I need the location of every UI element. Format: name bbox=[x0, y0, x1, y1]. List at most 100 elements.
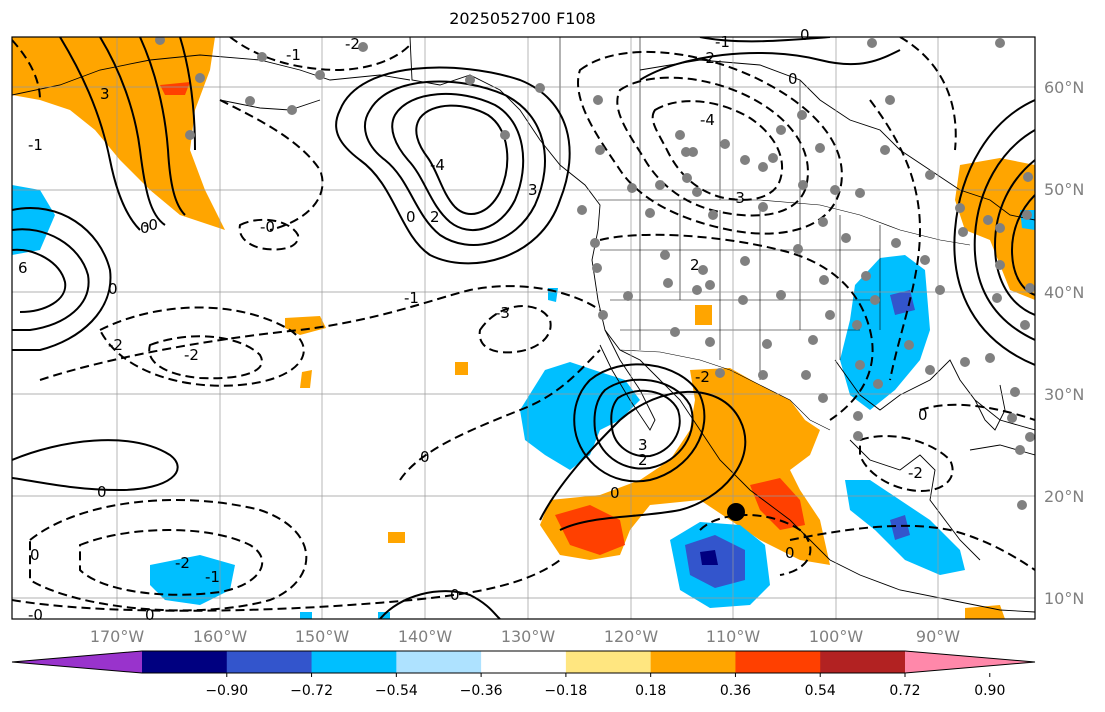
lon-label-140w: 140°W bbox=[398, 627, 453, 646]
latitude-labels: 60°N 50°N 40°N 30°N 20°N 10°N bbox=[1044, 78, 1084, 608]
contour-west-high-2 bbox=[12, 228, 90, 331]
contour-label: -0 bbox=[260, 218, 275, 236]
contour-label: -4 bbox=[430, 156, 445, 174]
coast-alaska bbox=[12, 54, 411, 96]
station-markers bbox=[155, 37, 1035, 510]
contour-label: -2 bbox=[695, 368, 710, 386]
contour-west-high-3 bbox=[12, 248, 67, 313]
contour-label: 0 bbox=[406, 208, 416, 226]
colorbar-bin bbox=[650, 651, 736, 673]
contour-label: -0 bbox=[143, 216, 158, 234]
shade-texas-small bbox=[695, 305, 712, 325]
contour-label: 2 bbox=[430, 208, 440, 226]
lat-label-40: 40°N bbox=[1044, 283, 1084, 302]
contour-north-2 bbox=[699, 37, 831, 43]
contour-east-4 bbox=[1010, 194, 1035, 296]
contour-dash-14 bbox=[599, 233, 874, 421]
colorbar-bin bbox=[396, 651, 482, 673]
shade-alaska-strong bbox=[160, 82, 190, 95]
lon-label-100w: 100°W bbox=[809, 627, 864, 646]
shade-camerica-mid bbox=[890, 515, 910, 540]
colorbar-tick-label: −0.36 bbox=[460, 683, 503, 699]
contour-east-3 bbox=[993, 159, 1035, 316]
shade-baja-negative bbox=[520, 362, 640, 470]
contour-east-2 bbox=[973, 129, 1035, 341]
contour-dash-16 bbox=[899, 37, 957, 151]
colorbar-tick-label: 0.36 bbox=[720, 683, 751, 699]
contour-dash-9 bbox=[399, 349, 601, 481]
shade-se-corner bbox=[965, 605, 1005, 619]
colorbar-bin bbox=[735, 651, 821, 673]
positive-contours bbox=[12, 37, 1035, 619]
colorbar-tick-label: −0.54 bbox=[375, 683, 418, 699]
contour-east-1 bbox=[953, 99, 1035, 366]
contour-label: 2 bbox=[638, 451, 648, 469]
colorbar-bin bbox=[481, 651, 567, 673]
contour-label: -0 bbox=[28, 606, 43, 624]
contour-dash-17 bbox=[789, 524, 1035, 571]
contour-dash-12 bbox=[616, 76, 809, 217]
contour-label: 0 bbox=[788, 70, 798, 88]
contour-label: 0 bbox=[785, 544, 795, 562]
storm-center-marker bbox=[727, 503, 745, 521]
colorbar-tick-label: −0.72 bbox=[290, 683, 333, 699]
lat-label-50: 50°N bbox=[1044, 180, 1084, 199]
contour-alaska-ridge-4 bbox=[179, 37, 196, 151]
contour-label: -1 bbox=[715, 33, 730, 51]
border-us-canada bbox=[598, 199, 971, 246]
longitude-labels: 170°W 160°W 150°W 140°W 130°W 120°W 110°… bbox=[90, 627, 960, 646]
contour-label: 0 bbox=[450, 586, 460, 604]
shade-mexico-strong-2 bbox=[750, 478, 805, 530]
shade-epac-core bbox=[700, 550, 718, 565]
lon-label-120w: 120°W bbox=[604, 627, 659, 646]
contour-label: 0 bbox=[108, 280, 118, 298]
contour-labels: -1 -2 0 3 3 2 -4 0 -4 -3 2 -0 0 0 -2 -2 … bbox=[18, 26, 928, 624]
contour-baja-outer bbox=[539, 390, 747, 531]
contour-label: 0 bbox=[918, 406, 928, 424]
contour-north-1 bbox=[639, 49, 901, 81]
contour-dash-19 bbox=[12, 39, 41, 101]
contour-label: -1 bbox=[286, 46, 301, 64]
coast-florida bbox=[974, 384, 1006, 431]
contour-label: -2 bbox=[108, 336, 123, 354]
contour-dash-18 bbox=[859, 435, 954, 492]
contour-goa-3 bbox=[391, 92, 525, 231]
contour-label: -1 bbox=[28, 136, 43, 154]
lon-label-160w: 160°W bbox=[193, 627, 248, 646]
lon-label-110w: 110°W bbox=[706, 627, 761, 646]
lat-label-30: 30°N bbox=[1044, 385, 1084, 404]
gridlines bbox=[12, 37, 1035, 619]
contour-baja-2 bbox=[593, 378, 694, 470]
state-borders bbox=[559, 37, 971, 431]
colorbar-bin bbox=[142, 651, 228, 673]
colorbar-tick-label: 0.72 bbox=[889, 683, 920, 699]
contour-label: 0 bbox=[610, 484, 620, 502]
lon-label-150w: 150°W bbox=[295, 627, 350, 646]
contour-label: 0 bbox=[420, 448, 430, 466]
contour-label: -3 bbox=[495, 304, 510, 322]
contour-dash-13 bbox=[651, 100, 784, 201]
shade-small-blue-1 bbox=[300, 612, 312, 619]
contour-label: -2 bbox=[175, 554, 190, 572]
colorbar-extend-low bbox=[12, 651, 142, 673]
contour-baja-1 bbox=[573, 363, 706, 483]
coast-yucatan bbox=[849, 439, 981, 561]
contour-dash-6 bbox=[29, 499, 308, 612]
colorbar-bin bbox=[311, 651, 397, 673]
contour-label: 3 bbox=[528, 181, 538, 199]
shade-west-negative bbox=[12, 185, 55, 255]
map-frame bbox=[11, 36, 1036, 620]
contour-south-1 bbox=[12, 439, 179, 492]
contour-dash-15 bbox=[869, 99, 922, 381]
contour-alaska-ridge-3 bbox=[139, 37, 186, 216]
contour-label: -1 bbox=[205, 568, 220, 586]
colorbar-tick-label: 0.90 bbox=[974, 683, 1005, 699]
shade-pacific-blob-3 bbox=[455, 362, 468, 375]
contour-label: 0 bbox=[800, 26, 810, 44]
contour-label: 0 bbox=[140, 219, 150, 237]
contour-label: -3 bbox=[730, 189, 745, 207]
shade-small-orange bbox=[388, 532, 405, 543]
contour-label: 0 bbox=[97, 483, 107, 501]
lat-label-10: 10°N bbox=[1044, 589, 1084, 608]
